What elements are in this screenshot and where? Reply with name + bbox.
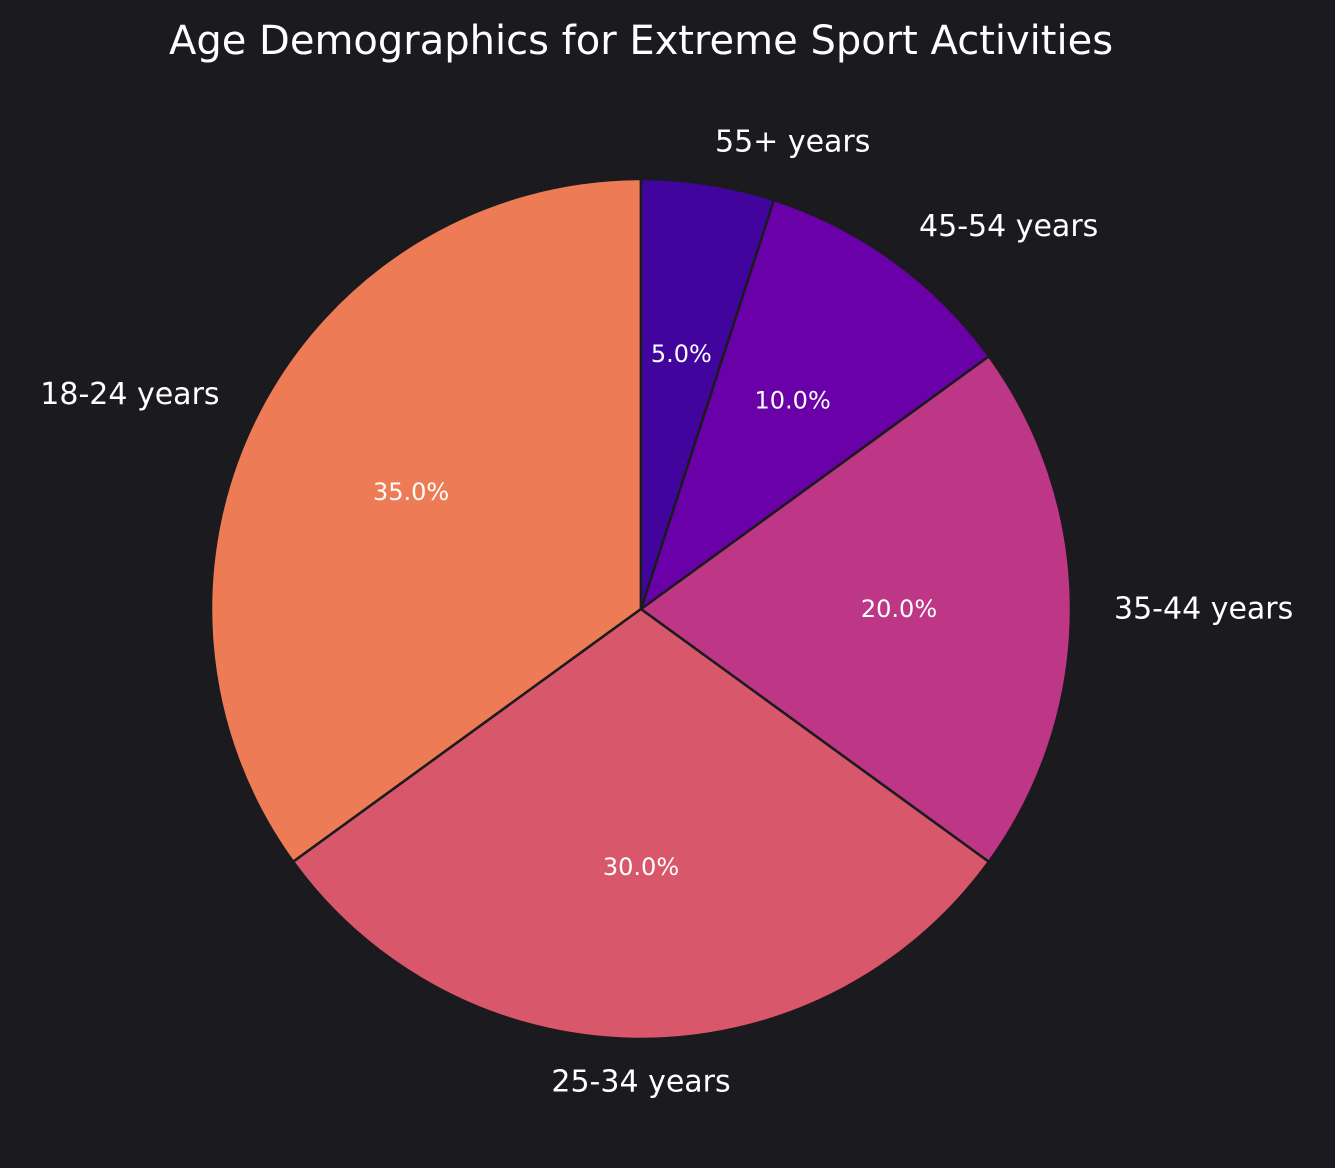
pie-slice-18-24-years: [209, 177, 643, 863]
percent-label-18-24-years: 35.0%: [373, 478, 449, 506]
slice-label-25-34-years: 25-34 years: [551, 1065, 730, 1100]
percent-label-55plus-years: 5.0%: [651, 340, 712, 368]
percent-label-45-54-years: 10.0%: [755, 386, 831, 414]
percent-label-25-34-years: 30.0%: [603, 853, 679, 881]
chart-title: Age Demographics for Extreme Sport Activ…: [169, 18, 1113, 64]
slice-label-55plus-years: 55+ years: [715, 124, 870, 159]
pie-slice-45-54-years: [639, 198, 991, 611]
slice-label-45-54-years: 45-54 years: [919, 209, 1098, 244]
pie-slice-55plus-years: [639, 177, 776, 611]
pie-slice-25-34-years: [291, 607, 991, 1041]
percent-label-35-44-years: 20.0%: [861, 595, 937, 623]
pie-slice-35-44-years: [639, 355, 1073, 863]
pie-slices: [209, 177, 1073, 1041]
slice-label-35-44-years: 35-44 years: [1114, 592, 1293, 627]
slice-label-18-24-years: 18-24 years: [40, 377, 219, 412]
pie-labels: 18-24 years 35.0% 25-34 years 30.0% 35-44 ye…: [40, 124, 1293, 1099]
